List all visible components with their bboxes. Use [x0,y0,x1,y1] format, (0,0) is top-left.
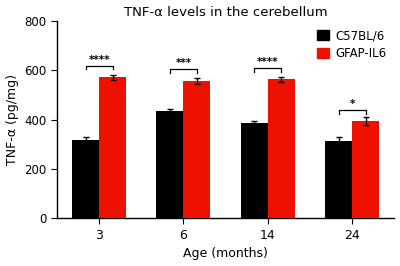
X-axis label: Age (months): Age (months) [183,247,268,260]
Bar [325,141,352,218]
Bar [184,81,210,218]
Bar [156,111,184,218]
Bar [268,79,295,218]
Text: ***: *** [175,58,192,68]
Text: *: * [350,99,355,109]
Bar [99,77,126,218]
Text: ****: **** [257,57,278,67]
Y-axis label: TNF-α (pg/mg): TNF-α (pg/mg) [6,74,18,165]
Bar [352,121,379,218]
Text: ****: **** [88,55,110,65]
Bar [241,123,268,218]
Title: TNF-α levels in the cerebellum: TNF-α levels in the cerebellum [124,6,328,19]
Bar [72,140,99,218]
Legend: C57BL/6, GFAP-IL6: C57BL/6, GFAP-IL6 [315,27,388,63]
